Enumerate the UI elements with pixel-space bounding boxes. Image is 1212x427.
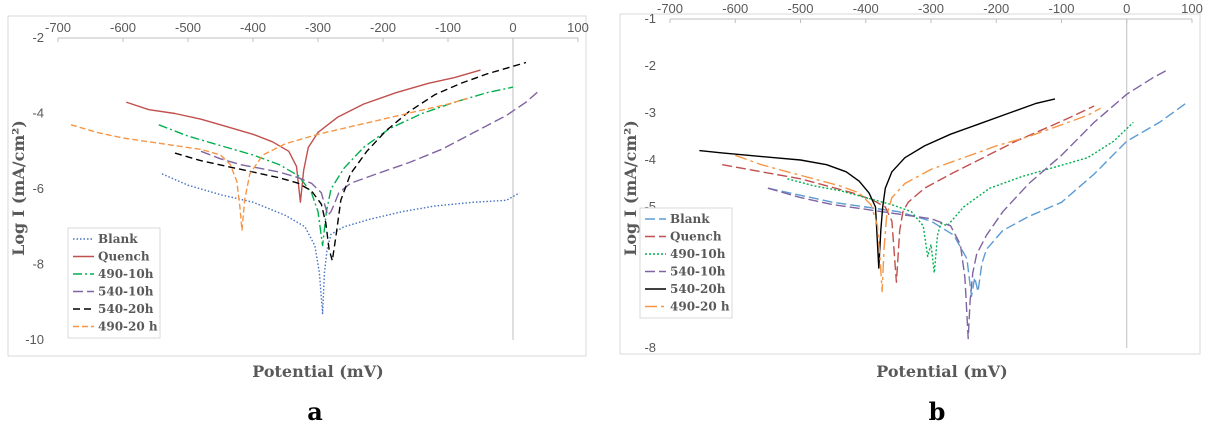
x-tick-label: 100 [567,20,589,35]
chart-panel-a: -700 -600 -500 -400 -300 -200 -100 0 100 -10 -8 -6 -… [0,0,600,427]
series-line-540-10h [200,90,540,217]
legend-label: 540-20h [670,282,726,296]
plot-frame [619,13,1201,355]
series-line-490-10h [158,86,514,247]
series-line-490-10h [787,121,1134,274]
legend-box [67,227,161,339]
legend-label: 540-10h [670,265,726,279]
chart-panel-b: -700-600-500-400-300-200-1000100-8-7-6-5… [612,0,1212,427]
legend: Blank Quench 490-10h 540-10h 540-20h 490-20 h [67,227,161,339]
series-line-blank [161,173,520,315]
x-axis-title: Potential (mV) [876,362,1007,381]
panel-label: a [307,397,323,426]
y-tick-label: -3 [644,105,656,120]
chart-a-svg: -700 -600 -500 -400 -300 -200 -100 0 100 -10 -8 -6 -… [7,15,589,426]
legend-label: 490-20 h [98,320,158,334]
legend: Blank Quench 490-10h 540-10h 540-20h 490-20 h [639,207,733,319]
x-tick-label: -400 [240,20,266,35]
x-tick-label: -300 [918,1,944,16]
y-tick-label: -10 [25,332,44,347]
x-tick-label: -600 [722,1,748,16]
series-line-540-20h [174,61,527,262]
y-tick-label: -8 [32,257,44,272]
x-tick-label: 100 [1181,1,1203,16]
series-line-490-20h [735,107,1101,293]
x-tick-label: -700 [657,1,683,16]
y-tick-label: -6 [32,181,44,196]
x-tick-label: 0 [1123,1,1130,16]
y-tick-label: -5 [644,199,656,214]
legend-label: Blank [670,212,710,226]
series-group [70,61,540,315]
x-tick-label: -200 [370,20,396,35]
legend-label: 490-10h [670,247,726,261]
axes-group: -700-600-500-400-300-200-1000100-8-7-6-5… [644,1,1202,355]
legend-label: 490-20 h [670,300,730,314]
x-tick-label: -500 [787,1,813,16]
chart-b-svg: -700-600-500-400-300-200-1000100-8-7-6-5… [619,1,1203,426]
y-tick-label: -8 [644,340,656,355]
series-line-540-10h [767,70,1167,340]
x-tick-label: -600 [110,20,136,35]
x-tick-label: -400 [853,1,879,16]
x-tick-label: -700 [45,20,71,35]
legend-label: Blank [98,232,138,246]
series-line-blank [767,103,1186,297]
panel-label: b [929,397,946,426]
axes-group: -700 -600 -500 -400 -300 -200 -100 0 100 -10 -8 -6 -… [25,20,589,347]
y-axis-title: Log I (mA/cm²) [9,120,28,256]
series-line-quench [126,69,481,203]
legend-label: Quench [670,230,722,244]
y-tick-label: -4 [644,152,656,167]
plot-frame [7,15,587,357]
x-tick-label: -100 [435,20,461,35]
x-tick-label: 0 [509,20,516,35]
legend-label: 540-20h [98,302,154,316]
y-tick-label: -1 [644,11,656,26]
y-axis-title: Log I (mA/cm²) [621,120,640,256]
x-tick-label: -300 [305,20,331,35]
series-line-quench [722,105,1095,283]
x-tick-label: -200 [983,1,1009,16]
y-tick-label: -4 [32,106,44,121]
x-tick-label: -100 [1048,1,1074,16]
y-tick-label: -2 [32,30,44,45]
legend-box [639,207,733,319]
y-tick-label: -2 [644,58,656,73]
legend-label: Quench [98,250,150,264]
series-line-490-20h [70,97,468,232]
x-axis-title: Potential (mV) [252,362,383,381]
legend-label: 540-10h [98,285,154,299]
x-tick-label: -500 [175,20,201,35]
series-group [699,70,1186,340]
legend-label: 490-10h [98,267,154,281]
